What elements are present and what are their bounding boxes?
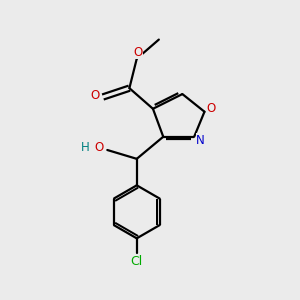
Text: O: O xyxy=(134,46,143,59)
Text: O: O xyxy=(90,89,99,102)
Text: N: N xyxy=(196,134,205,147)
Text: Cl: Cl xyxy=(130,255,143,268)
Text: H: H xyxy=(81,141,90,154)
Text: O: O xyxy=(206,102,216,115)
Text: O: O xyxy=(94,141,104,154)
